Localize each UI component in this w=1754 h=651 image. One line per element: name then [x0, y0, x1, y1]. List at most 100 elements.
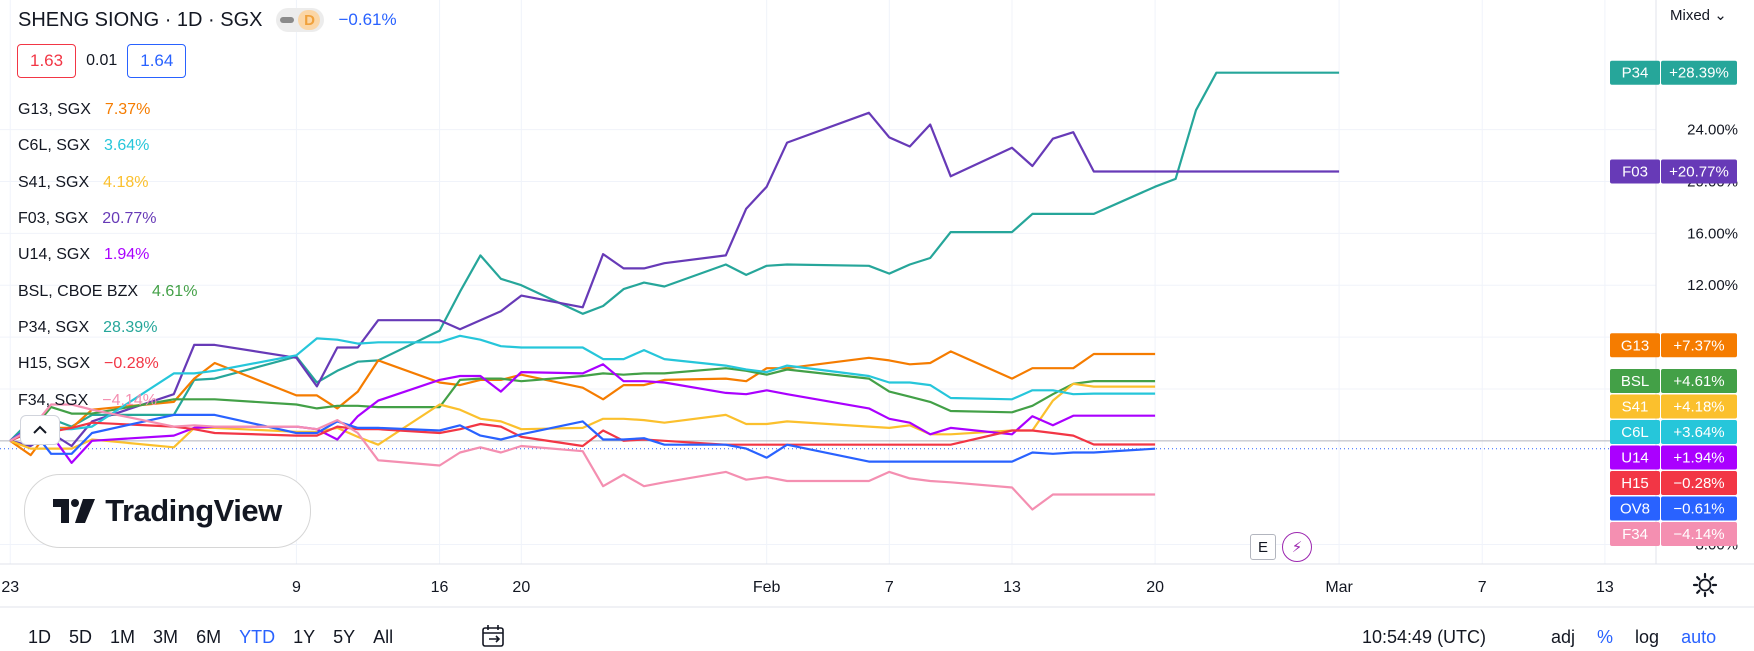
legend-value: 4.61% [152, 282, 198, 300]
legend-item[interactable]: P34, SGX 28.39% [18, 310, 197, 346]
utc-clock[interactable]: 10:54:49 (UTC) [1362, 627, 1487, 647]
series-line-c6l[interactable] [9, 334, 1156, 442]
x-tick-label: 7 [885, 579, 894, 596]
range-button[interactable]: 5D [69, 627, 93, 647]
range-button[interactable]: YTD [239, 627, 276, 647]
go-to-date-icon[interactable] [480, 624, 508, 650]
legend-item[interactable]: U14, SGX 1.94% [18, 237, 197, 273]
bid-button[interactable]: 1.63 [17, 44, 77, 78]
series-tag-name: OV8 [1620, 501, 1650, 518]
series-line-bsl[interactable] [9, 367, 1156, 442]
series-tag-name: BSL [1621, 373, 1649, 390]
series-line-h15[interactable] [9, 421, 1156, 448]
legend-symbol: H15, SGX [18, 355, 91, 373]
scale-option-button[interactable]: auto [1681, 627, 1717, 647]
series-tag-f34 [1610, 522, 1660, 547]
legend-value: 4.18% [103, 173, 149, 191]
legend-symbol: F34, SGX [18, 391, 89, 409]
lightning-icon[interactable]: ⚡ [1282, 532, 1312, 562]
legend-item[interactable]: C6L, SGX 3.64% [18, 128, 197, 164]
series-tag-s41 [1610, 394, 1660, 419]
chevron-up-icon [33, 425, 47, 434]
market-status-pill[interactable]: D [276, 8, 325, 32]
series-line-f34[interactable] [9, 403, 1156, 511]
bottom-toolbar: 1D 5D 1M 3M 6M YTD 1Y 5Y All 10:54:49 (UTC) adj%… [0, 620, 1754, 651]
tv-logo-mark-icon [53, 499, 96, 523]
series-line-f03[interactable] [9, 111, 1340, 448]
legend-item[interactable]: H15, SGX −0.28% [18, 346, 197, 382]
gear-icon[interactable] [1692, 572, 1718, 598]
series-value-tag-c6l [1661, 420, 1737, 445]
range-button[interactable]: All [373, 627, 394, 647]
series-tag-c6l [1610, 420, 1660, 445]
series-tag-u14 [1610, 445, 1660, 470]
scale-mode-dropdown[interactable]: Mixed ⌄ [1670, 6, 1727, 24]
earnings-event-marker[interactable]: E [1250, 534, 1276, 560]
series-tag-value: −0.61% [1673, 501, 1724, 518]
legend-item[interactable]: F34, SGX −4.14% [18, 382, 197, 418]
scale-options: adj% log auto [1551, 627, 1738, 648]
quote-box: 1.63 0.01 1.64 [17, 44, 187, 78]
legend-item[interactable]: F03, SGX 20.77% [18, 201, 197, 237]
series-line-u14[interactable] [9, 363, 1156, 464]
legend-symbol: U14, SGX [18, 246, 91, 264]
range-button[interactable]: 1Y [293, 627, 316, 647]
series-line-ov8[interactable] [9, 413, 1156, 463]
legend-symbol: S41, SGX [18, 173, 90, 191]
minus-icon [280, 17, 295, 23]
series-value-tag-s41 [1661, 394, 1737, 419]
series-value-tag-bsl [1661, 369, 1737, 394]
range-button[interactable]: 6M [196, 627, 222, 647]
y-tick-label: 12.00% [1687, 277, 1738, 294]
series-tag-name: H15 [1621, 475, 1649, 492]
range-button[interactable]: 3M [153, 627, 179, 647]
x-tick-label: 9 [292, 579, 301, 596]
interval-badge: D [298, 10, 321, 30]
legend-value: 28.39% [103, 318, 158, 336]
series-line-p34[interactable] [9, 71, 1340, 442]
range-button[interactable]: 1M [110, 627, 136, 647]
series-value-tag-p34 [1661, 60, 1737, 85]
legend-value: 1.94% [104, 246, 150, 264]
collapse-legend-button[interactable] [20, 415, 60, 445]
x-tick-label: 7 [1478, 579, 1487, 596]
series-tag-name: G13 [1621, 337, 1649, 354]
scale-mode-label: Mixed [1670, 7, 1711, 24]
scale-option-button[interactable]: adj [1551, 627, 1576, 647]
legend-item[interactable]: G13, SGX 7.37% [18, 92, 197, 128]
legend-symbol: C6L, SGX [18, 137, 91, 155]
symbol-title[interactable]: SHENG SIONG · 1D · SGX [18, 8, 263, 31]
x-tick-label: 20 [1146, 579, 1164, 596]
y-tick-label: 24.00% [1687, 122, 1738, 139]
series-tag-value: +20.77% [1669, 164, 1729, 181]
x-tick-label: Mar [1325, 579, 1353, 596]
legend-value: −0.28% [104, 355, 159, 373]
range-button[interactable]: 1D [28, 627, 52, 647]
tradingview-logo[interactable]: TradingView [24, 474, 311, 548]
legend-value: 20.77% [102, 210, 157, 228]
scale-option-button[interactable]: % [1597, 627, 1614, 647]
series-line-g13[interactable] [9, 350, 1156, 457]
chevron-down-icon: ⌄ [1714, 7, 1727, 24]
legend-symbol: F03, SGX [18, 210, 89, 228]
series-value-tag-f03 [1661, 159, 1737, 184]
series-value-tag-ov8 [1661, 496, 1737, 521]
range-button[interactable]: 5Y [333, 627, 356, 647]
series-tag-name: F03 [1622, 164, 1648, 181]
x-tick-label: 13 [1003, 579, 1021, 596]
legend-item[interactable]: BSL, CBOE BZX 4.61% [18, 273, 197, 309]
series-tag-name: P34 [1622, 65, 1649, 82]
series-value-tag-h15 [1661, 471, 1737, 496]
series-value-tag-g13 [1661, 333, 1737, 358]
x-tick-label: 20 [512, 579, 530, 596]
legend-symbol: BSL, CBOE BZX [18, 282, 139, 300]
ask-button[interactable]: 1.64 [127, 44, 187, 78]
legend-value: −4.14% [102, 391, 157, 409]
series-tag-value: +28.39% [1669, 65, 1729, 82]
scale-option-button[interactable]: log [1635, 627, 1660, 647]
legend-item[interactable]: S41, SGX 4.18% [18, 165, 197, 201]
x-tick-label: Feb [753, 579, 781, 596]
legend-symbol: P34, SGX [18, 318, 90, 336]
legend-value: 3.64% [104, 137, 150, 155]
